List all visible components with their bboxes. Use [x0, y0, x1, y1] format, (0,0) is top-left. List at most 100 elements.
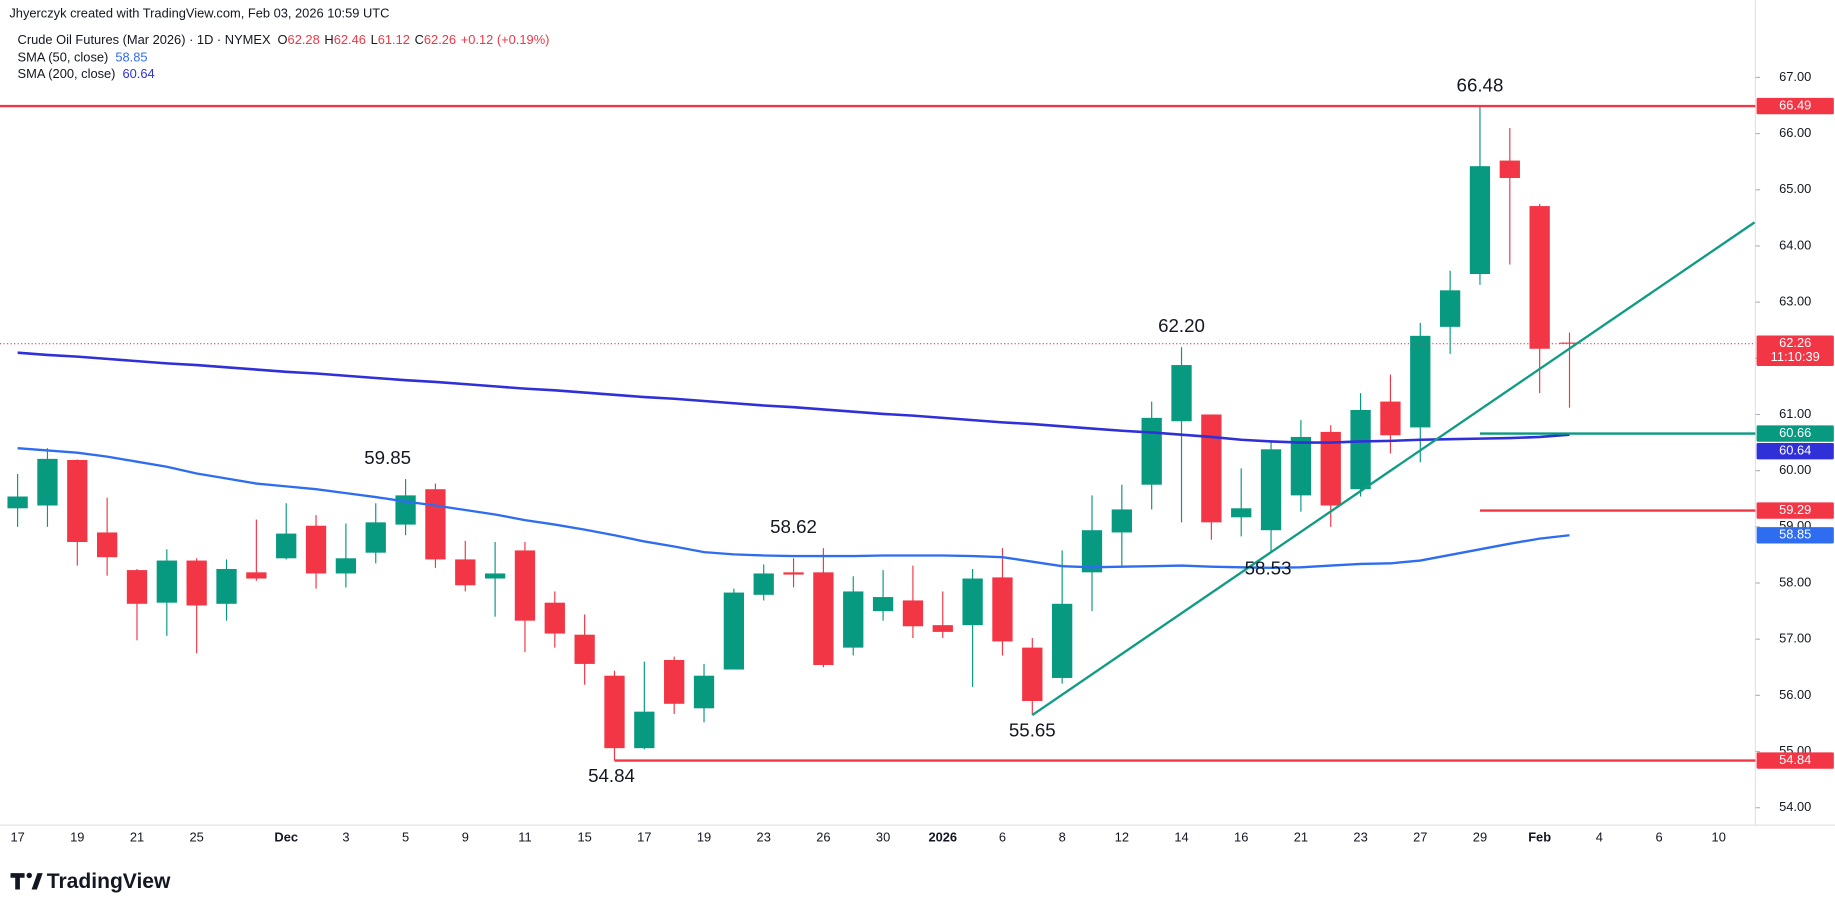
price-tag: [1756, 335, 1834, 366]
candle-body: [1320, 431, 1341, 506]
y-tick-label: 67.00: [1779, 69, 1811, 84]
candle-body: [156, 560, 177, 603]
candle-body: [604, 675, 625, 749]
indicator-value: 58.85: [115, 50, 147, 65]
x-tick-label: 29: [1473, 829, 1487, 844]
plot: [0, 104, 1756, 762]
attribution: Jhyerczyk created with TradingView.com, …: [9, 6, 389, 21]
annotation: 62.20: [1158, 315, 1205, 336]
candle-body: [1380, 401, 1401, 436]
price-tag-label: 62.26: [1779, 335, 1811, 350]
logo-dot: [26, 872, 32, 879]
price-tag: [1756, 527, 1834, 544]
candle-body: [693, 675, 715, 709]
ohlc-value: 62.46: [334, 32, 366, 47]
x-tick-label: 12: [1115, 829, 1129, 844]
candle-body: [1231, 508, 1252, 518]
candle-body: [1350, 409, 1371, 490]
ohlc-key: H: [324, 32, 333, 47]
sma-line: [17, 447, 1570, 570]
candle-body: [1499, 160, 1520, 178]
y-tick-label: 58.00: [1779, 574, 1811, 589]
x-tick-label: 8: [1059, 829, 1066, 844]
x-tick-label: 16: [1234, 829, 1248, 844]
y-tick-label: 54.00: [1779, 799, 1811, 814]
x-tick-label: Feb: [1528, 829, 1551, 844]
candle-body: [723, 592, 745, 670]
price-tag-label: 60.64: [1779, 443, 1811, 458]
candle-body: [1201, 414, 1222, 523]
x-tick-label: 21: [1294, 829, 1308, 844]
candle-body: [1439, 290, 1461, 327]
candle-body: [455, 559, 476, 586]
indicator-name: SMA (50, close): [18, 50, 109, 65]
price-tag-label: 58.85: [1779, 527, 1811, 542]
logo: TradingView: [10, 870, 171, 893]
ohlc-key: C: [415, 32, 424, 47]
price-tag: [1756, 502, 1834, 519]
x-tick-label: 3: [342, 829, 349, 844]
candle-body: [783, 572, 804, 575]
brand: TradingView: [47, 870, 171, 893]
price-tag-label: 59.29: [1779, 502, 1811, 517]
x-tick-label: 5: [402, 829, 409, 844]
annotation: 66.48: [1457, 75, 1504, 96]
change: +0.12 (+0.19%): [461, 32, 550, 47]
candle-body: [932, 625, 953, 632]
candle-body: [1171, 365, 1192, 422]
candle-body: [96, 532, 118, 558]
x-tick-label: 10: [1712, 829, 1726, 844]
x-tick-label: 11: [518, 829, 531, 844]
ohlc-value: 62.26: [424, 32, 456, 47]
candle-body: [246, 572, 267, 579]
y-tick-label: 61.00: [1779, 406, 1811, 421]
candle-body: [126, 570, 148, 604]
candle-body: [186, 560, 207, 606]
candle-body: [216, 568, 237, 604]
trendline: [1031, 221, 1756, 716]
x-tick-label: 23: [1353, 829, 1367, 844]
candle-body: [634, 711, 655, 749]
candle-body: [37, 458, 58, 506]
price-tag: [1756, 442, 1834, 460]
ohlc-value: 62.28: [288, 32, 320, 47]
y-tick-label: 65.00: [1779, 181, 1811, 196]
candle-body: [1051, 603, 1073, 678]
indicator-legend: SMA (200, close) 60.64: [18, 66, 155, 81]
candle-body: [1111, 509, 1132, 533]
x-tick-label: 26: [816, 829, 830, 844]
x-tick-label: 6: [999, 829, 1006, 844]
y-tick-label: 64.00: [1779, 237, 1811, 252]
y-tick-label: 57.00: [1779, 631, 1811, 646]
annotation: 54.84: [588, 765, 635, 786]
annotation: 58.53: [1245, 558, 1292, 579]
candle-body: [305, 525, 327, 574]
candle-body: [1410, 335, 1431, 428]
candle-body: [335, 558, 357, 574]
ohlc-value: 61.12: [378, 32, 410, 47]
annotation: 55.65: [1009, 719, 1056, 740]
candle-body: [902, 600, 924, 627]
x-tick-label: 25: [190, 829, 204, 844]
price-tag: [1756, 97, 1834, 115]
candle-body: [484, 573, 506, 579]
candle-body: [574, 634, 595, 664]
indicator-value: 60.64: [122, 66, 154, 81]
x-tick-label: 14: [1174, 829, 1188, 844]
candle-body: [1141, 417, 1162, 485]
x-tick-label: 27: [1413, 829, 1427, 844]
symbol: Crude Oil Futures (Mar 2026) · 1D · NYME…: [18, 32, 271, 47]
candle-body: [544, 602, 565, 634]
y-tick-label: 66.00: [1779, 125, 1811, 140]
price-tag: [1756, 425, 1834, 442]
candle-body: [843, 591, 864, 648]
candle-body: [992, 577, 1013, 642]
candle-body: [365, 522, 386, 553]
x-tick-label: 17: [10, 829, 24, 844]
candle-body: [1290, 436, 1312, 496]
candle-body: [1469, 166, 1491, 275]
annotation: 58.62: [770, 516, 817, 537]
x-tick-label: 19: [70, 829, 84, 844]
